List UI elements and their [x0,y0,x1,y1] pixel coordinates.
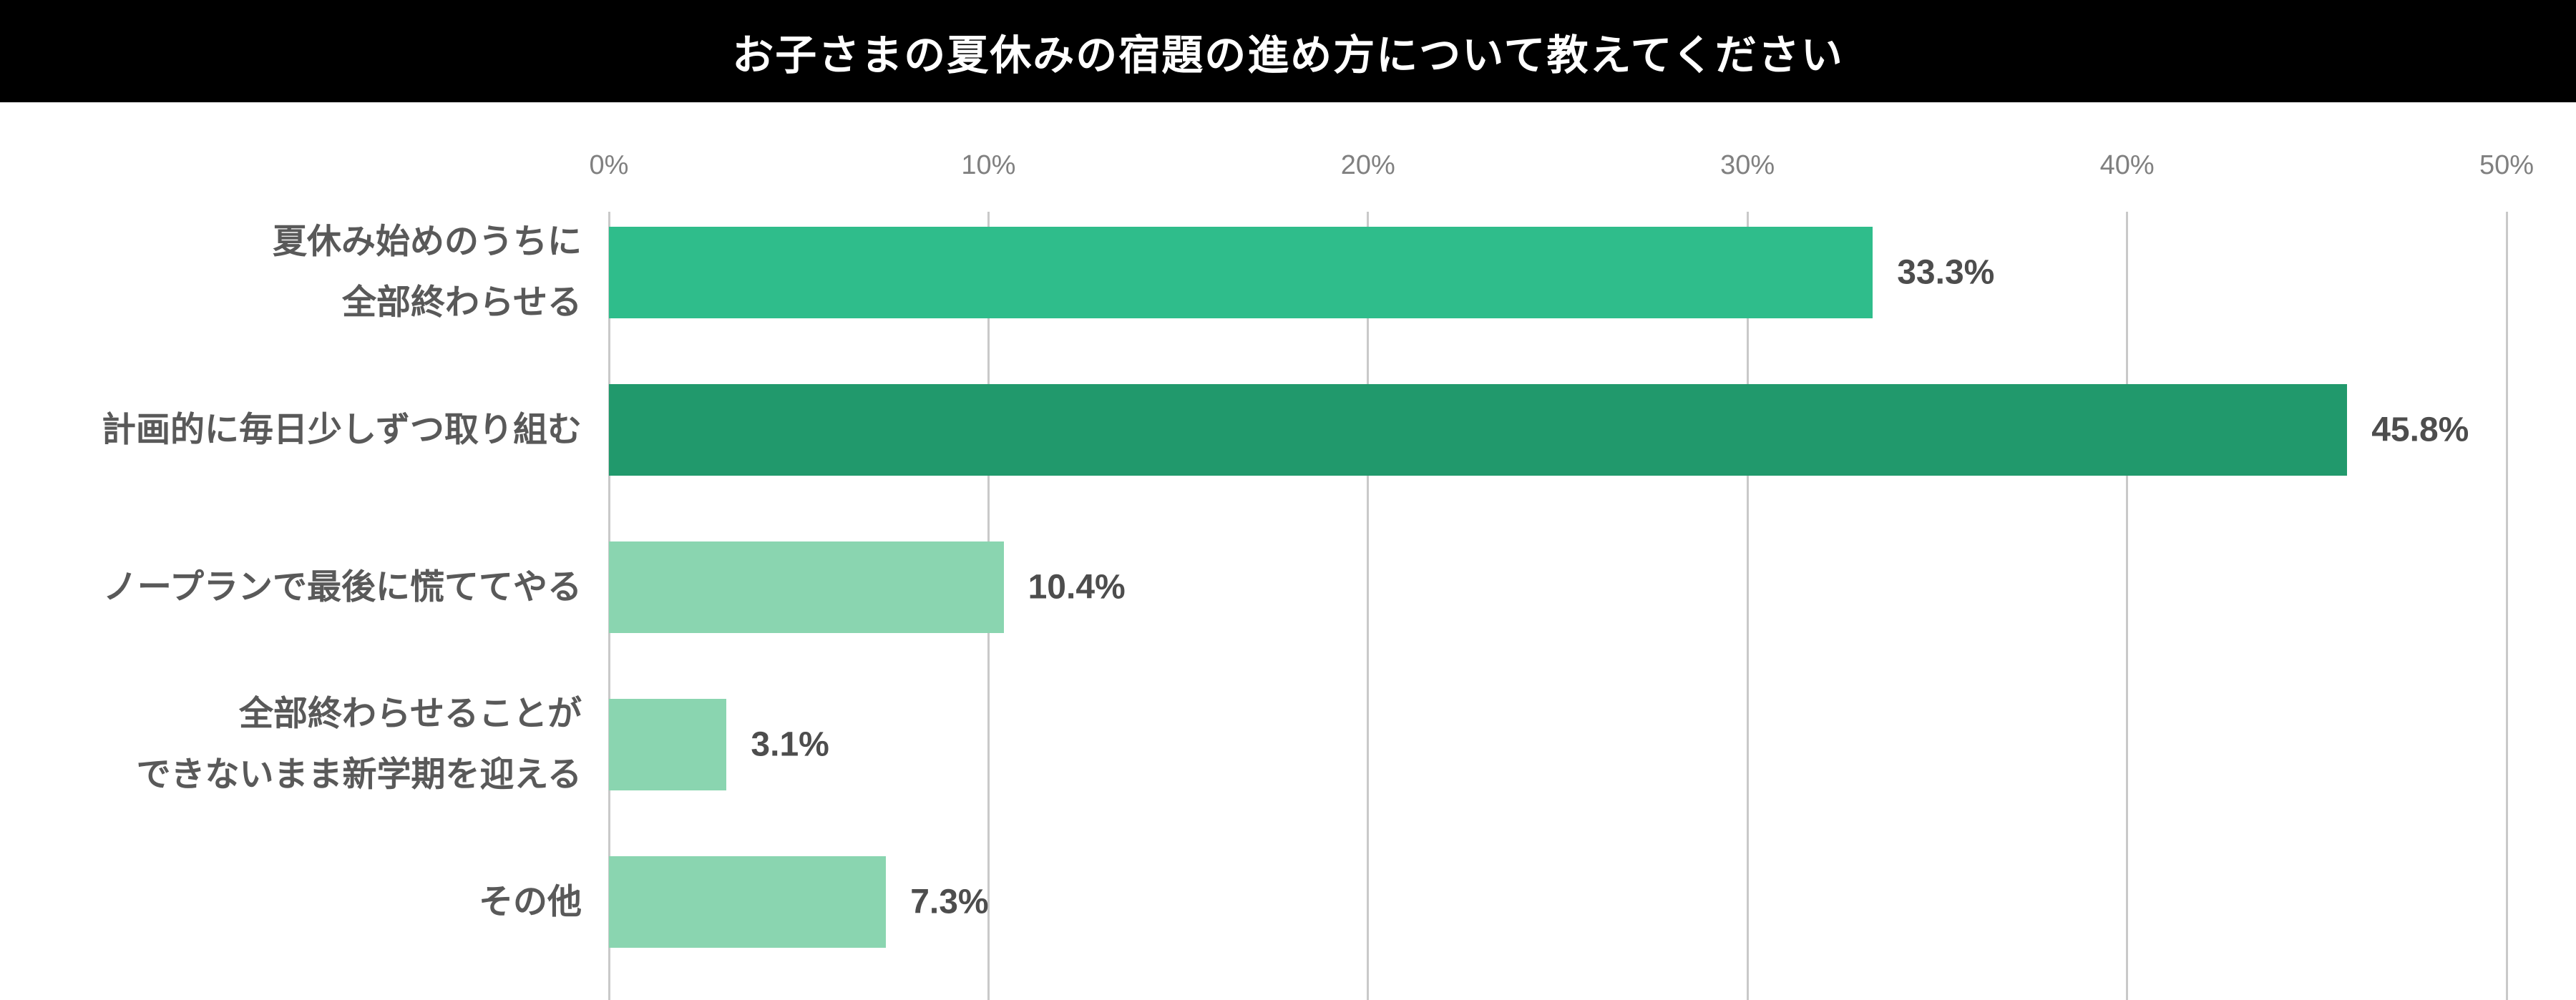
gridline [1746,212,1749,1000]
value-label: 45.8% [2371,411,2469,449]
x-tick-label: 20% [1340,150,1395,180]
bar [609,699,727,790]
gridline [1367,212,1370,1000]
x-tick-label: 10% [961,150,1016,180]
x-tick-label: 40% [2099,150,2155,180]
value-label: 10.4% [1028,568,1126,607]
bar [609,856,887,948]
x-tick-label: 50% [2479,150,2534,180]
chart-title-bar: お子さまの夏休みの宿題の進め方について教えてください [0,0,2576,102]
x-tick-label: 0% [589,150,629,180]
bar [609,541,1004,633]
value-label: 33.3% [1897,253,1995,292]
value-label: 7.3% [910,883,989,921]
gridline [2126,212,2129,1000]
category-label: 全部終わらせることが できないまま新学期を迎える [136,695,582,794]
category-label: 計画的に毎日少しずつ取り組む [101,411,582,449]
value-label: 3.1% [751,725,829,764]
horizontal-bar-chart: 0% 10% 20% 30% 40% 50% 夏休み始めのうちに 全部終わらせる 33.3%… [0,102,2576,1000]
bar [609,384,2348,476]
bar [609,227,1873,318]
gridline [2505,212,2508,1000]
x-tick-label: 30% [1720,150,1775,180]
category-label: その他 [478,883,582,921]
category-label: ノープランで最後に慌ててやる [102,568,582,607]
category-label: 夏休み始めのうちに 全部終わらせる [272,222,582,322]
chart-title: お子さまの夏休みの宿題の進め方について教えてください [732,31,1844,79]
